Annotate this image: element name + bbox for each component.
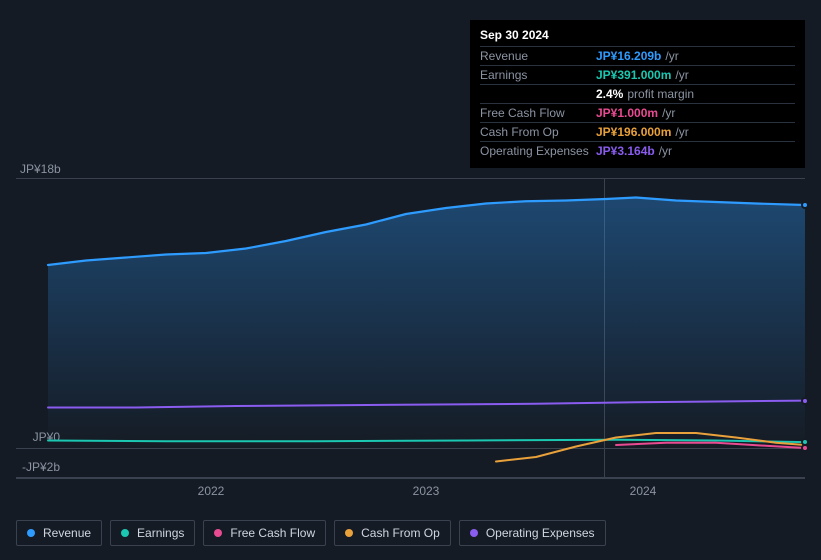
legend-dot-icon [27, 529, 35, 537]
tooltip-suffix: profit margin [627, 87, 694, 101]
chart-legend: Revenue Earnings Free Cash Flow Cash From O… [16, 520, 606, 546]
series-area [48, 198, 805, 449]
x-axis-label: 2024 [630, 484, 657, 498]
tooltip-label: Revenue [480, 49, 596, 63]
series-end-dot [801, 201, 809, 209]
gridline [16, 478, 805, 479]
tooltip-row: RevenueJP¥16.209b/yr [480, 46, 795, 65]
series-end-dot [801, 444, 809, 452]
tooltip-label: Earnings [480, 68, 596, 82]
tooltip-row: Cash From OpJP¥196.000m/yr [480, 122, 795, 141]
tooltip-row: Free Cash FlowJP¥1.000m/yr [480, 103, 795, 122]
tooltip-suffix: /yr [659, 144, 672, 158]
tooltip-suffix: /yr [665, 49, 678, 63]
legend-item[interactable]: Revenue [16, 520, 102, 546]
legend-item[interactable]: Earnings [110, 520, 195, 546]
legend-item[interactable]: Free Cash Flow [203, 520, 326, 546]
legend-label: Free Cash Flow [230, 526, 315, 540]
tooltip-value: JP¥196.000m [596, 125, 671, 139]
legend-item[interactable]: Cash From Op [334, 520, 451, 546]
tooltip-label: Operating Expenses [480, 144, 596, 158]
tooltip-value: JP¥16.209b [596, 49, 661, 63]
series-end-dot [801, 397, 809, 405]
tooltip-row: 2.4% profit margin [480, 84, 795, 103]
tooltip-row: EarningsJP¥391.000m/yr [480, 65, 795, 84]
chart-plot-area[interactable] [16, 178, 805, 478]
tooltip-suffix: /yr [675, 68, 688, 82]
tooltip-value: JP¥1.000m [596, 106, 658, 120]
tooltip-suffix: /yr [675, 125, 688, 139]
legend-label: Cash From Op [361, 526, 440, 540]
legend-dot-icon [470, 529, 478, 537]
legend-dot-icon [345, 529, 353, 537]
tooltip-value: 2.4% [596, 87, 623, 101]
tooltip-suffix: /yr [662, 106, 675, 120]
tooltip-value: JP¥391.000m [596, 68, 671, 82]
x-axis-label: 2022 [198, 484, 225, 498]
legend-label: Revenue [43, 526, 91, 540]
tooltip-label: Free Cash Flow [480, 106, 596, 120]
tooltip-value: JP¥3.164b [596, 144, 655, 158]
tooltip-label: Cash From Op [480, 125, 596, 139]
legend-label: Earnings [137, 526, 184, 540]
tooltip-row: Operating ExpensesJP¥3.164b/yr [480, 141, 795, 160]
chart-tooltip: Sep 30 2024 RevenueJP¥16.209b/yrEarnings… [470, 20, 805, 168]
tooltip-date: Sep 30 2024 [480, 26, 795, 46]
x-axis-label: 2023 [413, 484, 440, 498]
legend-dot-icon [214, 529, 222, 537]
legend-item[interactable]: Operating Expenses [459, 520, 606, 546]
legend-label: Operating Expenses [486, 526, 595, 540]
legend-dot-icon [121, 529, 129, 537]
y-axis-label: JP¥18b [20, 162, 60, 176]
